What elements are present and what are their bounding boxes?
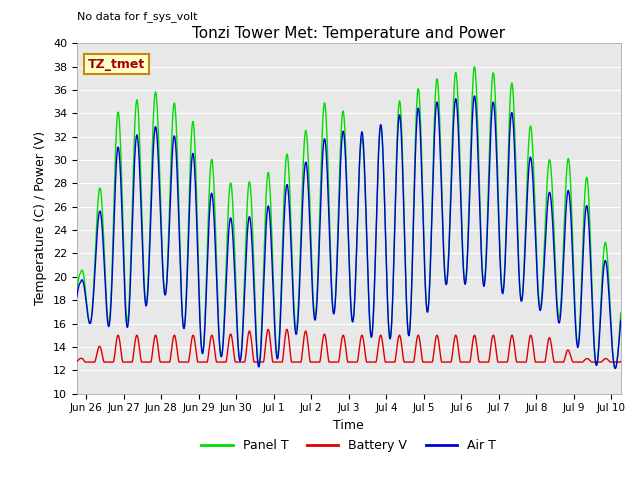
Y-axis label: Temperature (C) / Power (V): Temperature (C) / Power (V) xyxy=(35,132,47,305)
X-axis label: Time: Time xyxy=(333,419,364,432)
Text: TZ_tmet: TZ_tmet xyxy=(88,58,145,71)
Title: Tonzi Tower Met: Temperature and Power: Tonzi Tower Met: Temperature and Power xyxy=(192,25,506,41)
Text: No data for f_sys_volt: No data for f_sys_volt xyxy=(77,11,197,22)
Legend: Panel T, Battery V, Air T: Panel T, Battery V, Air T xyxy=(196,434,501,457)
